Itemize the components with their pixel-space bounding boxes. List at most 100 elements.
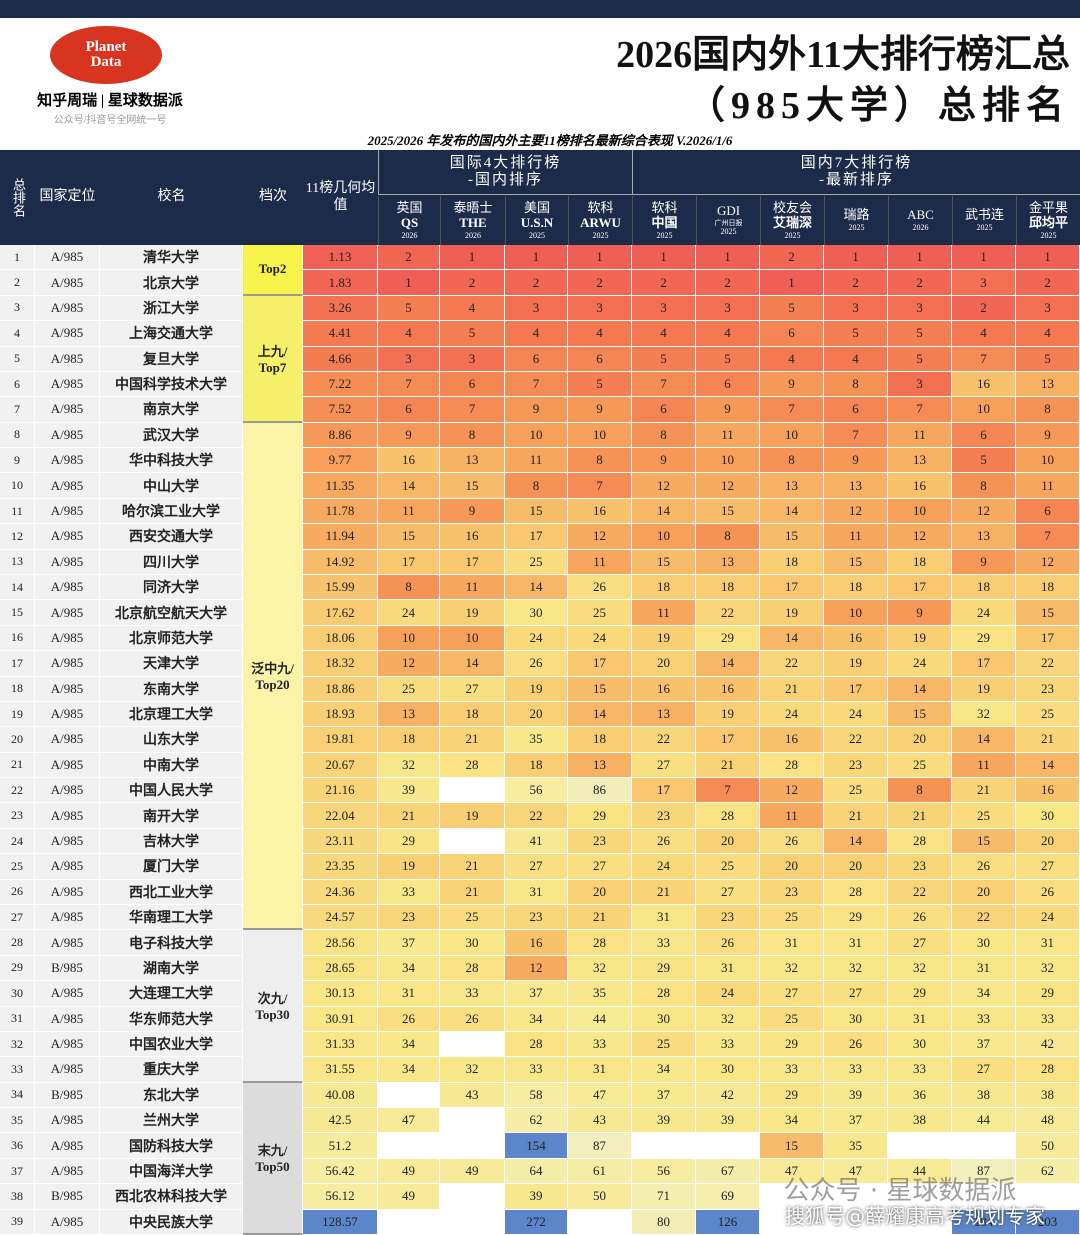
rank-cell bbox=[440, 1209, 505, 1235]
info-cell: 29 bbox=[0, 955, 35, 982]
rank-cell: 10 bbox=[824, 600, 888, 626]
rank-cell bbox=[440, 1184, 505, 1210]
rank-cell: 7 bbox=[505, 371, 568, 398]
rank-cell: 38 bbox=[952, 1082, 1016, 1109]
rank-cell: 3 bbox=[568, 295, 632, 322]
rank-cell: 32 bbox=[440, 1057, 505, 1083]
logo: Planet Data bbox=[50, 26, 162, 84]
rank-cell: 25 bbox=[696, 854, 760, 880]
rank-cell bbox=[760, 1184, 824, 1210]
rank-cell: 11 bbox=[760, 803, 824, 829]
rank-cell: 5 bbox=[1016, 346, 1080, 372]
rank-cell: 5 bbox=[440, 321, 505, 347]
info-cell: 24 bbox=[0, 828, 35, 855]
group-header-line: 国内7大排行榜 bbox=[800, 154, 913, 171]
rank-cell: 29 bbox=[568, 803, 632, 829]
rank-cell: 50 bbox=[568, 1184, 632, 1210]
rank-cell: 20 bbox=[824, 854, 888, 880]
rank-cell: 13 bbox=[632, 701, 696, 728]
rank-cell: 3 bbox=[824, 295, 888, 322]
tier-label: Top30 bbox=[255, 1007, 290, 1023]
rank-cell: 17 bbox=[378, 549, 440, 575]
rank-cell: 20 bbox=[696, 828, 760, 855]
rank-cell: 5 bbox=[888, 321, 952, 347]
rank-cell: 32 bbox=[1016, 955, 1080, 982]
rank-cell: 33 bbox=[1016, 1006, 1080, 1032]
rank-cell: 8 bbox=[1016, 397, 1080, 423]
rank-cell: 5 bbox=[632, 346, 696, 372]
rank-cell: 87 bbox=[952, 1158, 1016, 1185]
group-header: 国内7大排行榜 -最新排序 bbox=[632, 150, 1080, 195]
column-header: 11榜几何均值 bbox=[305, 181, 376, 213]
rank-cell: 1 bbox=[440, 245, 505, 271]
rank-cell: 29 bbox=[632, 955, 696, 982]
rank-column-header: 武书连 2025 bbox=[952, 196, 1016, 245]
info-cell: 17 bbox=[0, 651, 35, 677]
rank-cell: 29 bbox=[824, 905, 888, 931]
column-year: 2026 bbox=[912, 223, 929, 233]
rank-cell: 25 bbox=[760, 905, 824, 931]
watermark: 搜狐号@薛耀康高考规划专家 bbox=[785, 1203, 1045, 1228]
rank-cell: 19 bbox=[632, 625, 696, 652]
rank-cell: 11 bbox=[440, 575, 505, 601]
group-header-line: -国内排序 bbox=[468, 172, 543, 188]
rank-cell: 4 bbox=[505, 321, 568, 347]
rank-cell: 41 bbox=[505, 828, 568, 855]
rank-cell: 14 bbox=[760, 498, 824, 525]
rank-cell: 8 bbox=[378, 575, 440, 601]
table-header bbox=[0, 150, 1080, 245]
rank-cell: 37 bbox=[505, 981, 568, 1007]
rank-cell: 7 bbox=[1016, 524, 1080, 550]
rank-cell: 34 bbox=[952, 981, 1016, 1007]
column-name: 软科 bbox=[651, 199, 678, 215]
rank-cell: 49 bbox=[440, 1158, 505, 1185]
info-cell: B/985 bbox=[35, 1184, 100, 1210]
rank-cell: 11 bbox=[1016, 473, 1080, 499]
info-cell: 武汉大学 bbox=[100, 422, 243, 449]
rank-cell: 71 bbox=[632, 1184, 696, 1210]
rank-cell: 35 bbox=[505, 727, 568, 753]
rank-cell: 29 bbox=[888, 981, 952, 1007]
info-cell: 西北农林科技大学 bbox=[100, 1184, 243, 1210]
rank-cell: 22 bbox=[696, 600, 760, 626]
rank-cell: 1 bbox=[1016, 245, 1080, 271]
rank-cell: 24 bbox=[632, 854, 696, 880]
rank-cell: 13 bbox=[824, 473, 888, 499]
rank-cell: 11 bbox=[696, 422, 760, 449]
rank-cell: 20 bbox=[505, 701, 568, 728]
rank-cell: 11.94 bbox=[303, 524, 378, 550]
rank-cell: 4.41 bbox=[303, 321, 378, 347]
rank-cell: 28 bbox=[824, 879, 888, 905]
rank-cell: 12 bbox=[760, 778, 824, 804]
info-cell: A/985 bbox=[35, 473, 100, 499]
rank-cell: 2 bbox=[888, 270, 952, 296]
rank-cell: 7 bbox=[568, 473, 632, 499]
rank-cell: 17.62 bbox=[303, 600, 378, 626]
rank-cell: 5 bbox=[824, 321, 888, 347]
column-name: 武书连 bbox=[964, 207, 1004, 223]
rank-cell: 26 bbox=[888, 905, 952, 931]
rank-cell: 22 bbox=[952, 905, 1016, 931]
rank-cell: 44 bbox=[568, 1006, 632, 1032]
rank-cell: 30 bbox=[1016, 803, 1080, 829]
rank-cell: 26 bbox=[952, 854, 1016, 880]
rank-cell: 26 bbox=[568, 575, 632, 601]
rank-cell: 33 bbox=[760, 1057, 824, 1083]
rank-cell: 26 bbox=[1016, 879, 1080, 905]
rank-cell: 35 bbox=[568, 981, 632, 1007]
rank-cell: 1.13 bbox=[303, 245, 378, 271]
rank-cell: 14 bbox=[888, 676, 952, 702]
rank-cell: 6 bbox=[440, 371, 505, 398]
info-cell: 中国科学技术大学 bbox=[100, 371, 243, 398]
column-header: 校名 bbox=[157, 189, 186, 205]
rank-column-header: 软科 中国 2025 bbox=[632, 196, 696, 245]
rank-cell: 11 bbox=[952, 752, 1016, 779]
rank-cell: 128.57 bbox=[303, 1209, 378, 1235]
rank-cell: 5 bbox=[888, 346, 952, 372]
info-cell: 吉林大学 bbox=[100, 828, 243, 855]
rank-cell: 4.66 bbox=[303, 346, 378, 372]
rank-cell: 15 bbox=[696, 498, 760, 525]
tier-label: 次九/ bbox=[257, 991, 288, 1007]
rank-cell: 27 bbox=[632, 752, 696, 779]
rank-cell: 36 bbox=[888, 1082, 952, 1109]
